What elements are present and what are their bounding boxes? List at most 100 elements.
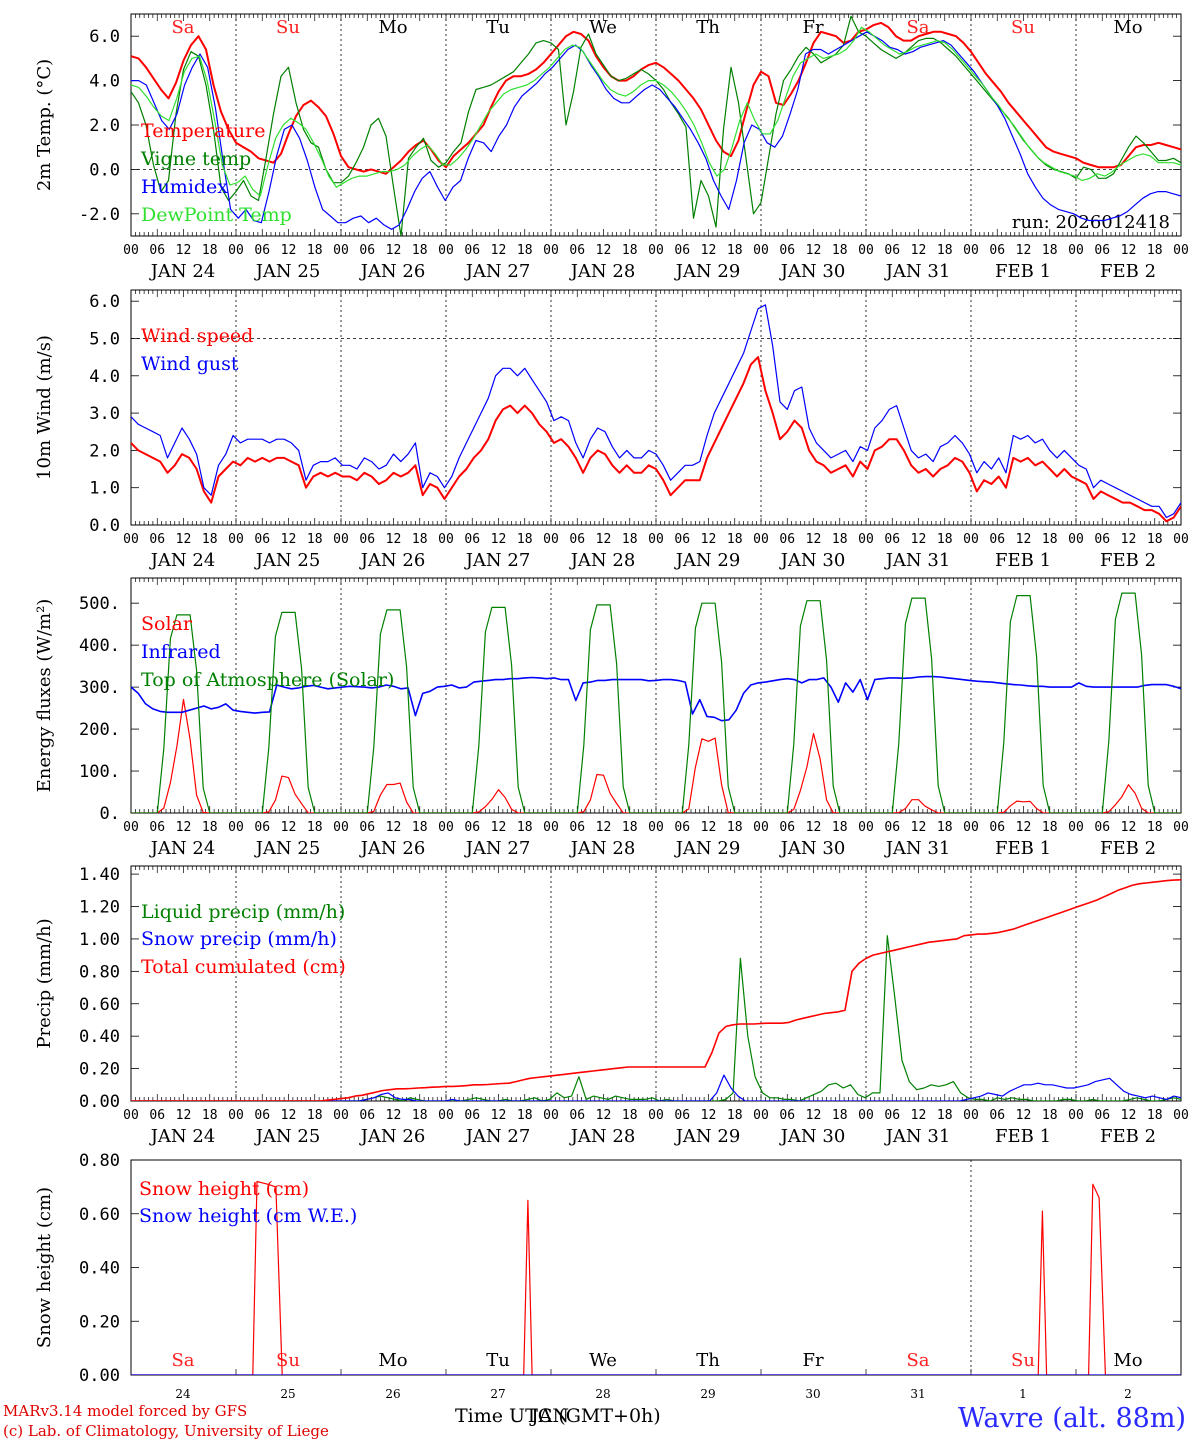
day-label: JAN 27 [464, 550, 531, 571]
day-label: JAN 24 [149, 550, 216, 571]
weekday-label: Sa [171, 17, 194, 38]
day-label: JAN 30 [779, 550, 846, 571]
snow-y-axis-label: Snow height (cm) [34, 1187, 55, 1348]
day-label: JAN 31 [884, 1126, 951, 1147]
hour-tick-label: 18 [412, 243, 428, 258]
hour-tick-label: 12 [596, 820, 612, 835]
hour-tick-label: 06 [464, 532, 480, 547]
day-label: JAN 30 [779, 1126, 846, 1147]
hour-tick-label: 06 [674, 1108, 690, 1123]
wind-panel: 00 06 12 18 00 06 12 18 00 06 12 18 00 06 12 18 00 06 12 18… [34, 289, 1189, 571]
day-label: JAN 24 [149, 261, 216, 282]
hour-tick-label: 12 [1121, 1108, 1137, 1123]
day-label: JAN 27 [464, 261, 531, 282]
hour-tick-label: 06 [464, 1108, 480, 1123]
energy-series-top-of-atmosphere-solar- [131, 592, 1181, 813]
hour-tick-label: 18 [307, 1108, 323, 1123]
weekday-label: Sa [171, 1350, 194, 1371]
hour-tick-label: 12 [1121, 243, 1137, 258]
hour-tick-label: 00 [648, 1108, 664, 1123]
precip-series-total-cumulated-cm- [131, 879, 1181, 1101]
snow-panel: 24 Sa 25 Su 26 Mo 27 Tu 28 We 29 Th 30 Fr 31 Sa 1 Su 2 Mo 0.… [34, 1151, 1182, 1401]
weekday-label: Tu [486, 1350, 510, 1371]
day-label: FEB 1 [995, 838, 1051, 859]
hour-tick-label: 18 [517, 532, 533, 547]
snow-series-snow-height-cm- [131, 1180, 1181, 1375]
hour-tick-label: 18 [727, 820, 743, 835]
hour-tick-label: 00 [1173, 1108, 1189, 1123]
day-label: JAN 28 [569, 550, 636, 571]
hour-tick-label: 12 [1121, 820, 1137, 835]
hour-tick-label: 06 [149, 820, 165, 835]
weekday-label: We [589, 1350, 617, 1371]
hour-tick-label: 18 [937, 532, 953, 547]
day-label: FEB 2 [1100, 550, 1156, 571]
hour-tick-label: 06 [674, 820, 690, 835]
hour-tick-label: 00 [543, 820, 559, 835]
hour-tick-label: 18 [832, 243, 848, 258]
hour-tick-label: 00 [1173, 820, 1189, 835]
day-label: JAN 31 [884, 261, 951, 282]
hour-tick-label: 00 [228, 243, 244, 258]
hour-tick-label: 18 [412, 1108, 428, 1123]
hour-tick-label: 12 [281, 820, 297, 835]
weekday-label: Th [696, 1350, 720, 1371]
temp-series-humidex [131, 31, 1181, 230]
weekday-label: Fr [802, 17, 823, 38]
hour-tick-label: 06 [569, 532, 585, 547]
hour-tick-label: 12 [176, 532, 192, 547]
day-label: JAN 27 [464, 838, 531, 859]
hour-tick-label: 00 [438, 1108, 454, 1123]
hour-tick-label: 06 [779, 820, 795, 835]
y-tick-label: 200. [79, 720, 120, 740]
hour-tick-label: 18 [517, 243, 533, 258]
hour-tick-label: 12 [281, 1108, 297, 1123]
wind-series-wind-speed [131, 356, 1181, 523]
hour-tick-label: 06 [359, 243, 375, 258]
hour-tick-label: 00 [438, 243, 454, 258]
hour-tick-label: 06 [989, 532, 1005, 547]
hour-tick-label: 06 [989, 820, 1005, 835]
hour-tick-label: 00 [858, 1108, 874, 1123]
hour-tick-label: 18 [622, 1108, 638, 1123]
y-tick-label: 0.0 [89, 516, 120, 536]
temp-legend-entry: Temperature [141, 120, 265, 142]
hour-tick-label: 12 [806, 243, 822, 258]
hour-tick-label: 06 [149, 532, 165, 547]
hour-tick-label: 12 [386, 243, 402, 258]
hour-tick-label: 00 [753, 243, 769, 258]
hour-tick-label: 12 [1016, 243, 1032, 258]
y-tick-label: 4.0 [89, 72, 120, 92]
hour-tick-label: 00 [123, 1108, 139, 1123]
hour-tick-label: 00 [753, 820, 769, 835]
hour-tick-label: 18 [202, 532, 218, 547]
hour-tick-label: 18 [307, 243, 323, 258]
energy-legend-entry: Top of Atmosphere (Solar) [141, 669, 394, 691]
day-label: JAN 25 [254, 261, 321, 282]
precip-series-snow-precip-mm-h- [131, 1074, 1181, 1101]
weekday-label: Mo [378, 1350, 407, 1371]
x-axis-title-overlay: JAN [531, 1405, 569, 1427]
hour-tick-label: 18 [937, 820, 953, 835]
hour-tick-label: 06 [254, 1108, 270, 1123]
hour-tick-label: 12 [596, 532, 612, 547]
temp-legend-entry: Vigne temp [140, 148, 251, 170]
hour-tick-label: 06 [359, 820, 375, 835]
y-tick-label: 1.40 [79, 865, 120, 885]
hour-tick-label: 12 [911, 532, 927, 547]
hour-tick-label: 12 [596, 1108, 612, 1123]
day-label: JAN 25 [254, 550, 321, 571]
day-label: FEB 2 [1100, 1126, 1156, 1147]
hour-tick-label: 12 [386, 1108, 402, 1123]
y-tick-label: 0.40 [79, 1027, 120, 1047]
hour-tick-label: 12 [386, 820, 402, 835]
day-number-label: 31 [910, 1387, 925, 1401]
hour-tick-label: 12 [911, 1108, 927, 1123]
weekday-label: Mo [1113, 1350, 1142, 1371]
hour-tick-label: 12 [596, 243, 612, 258]
y-tick-label: 3.0 [89, 404, 120, 424]
day-label: FEB 1 [995, 261, 1051, 282]
hour-tick-label: 00 [543, 243, 559, 258]
x-axis-title: Time UTC (GMT+0h) [455, 1405, 661, 1427]
precip-panel: 00 06 12 18 00 06 12 18 00 06 12 18 00 06 12 18 00 06 12 18… [34, 865, 1189, 1147]
